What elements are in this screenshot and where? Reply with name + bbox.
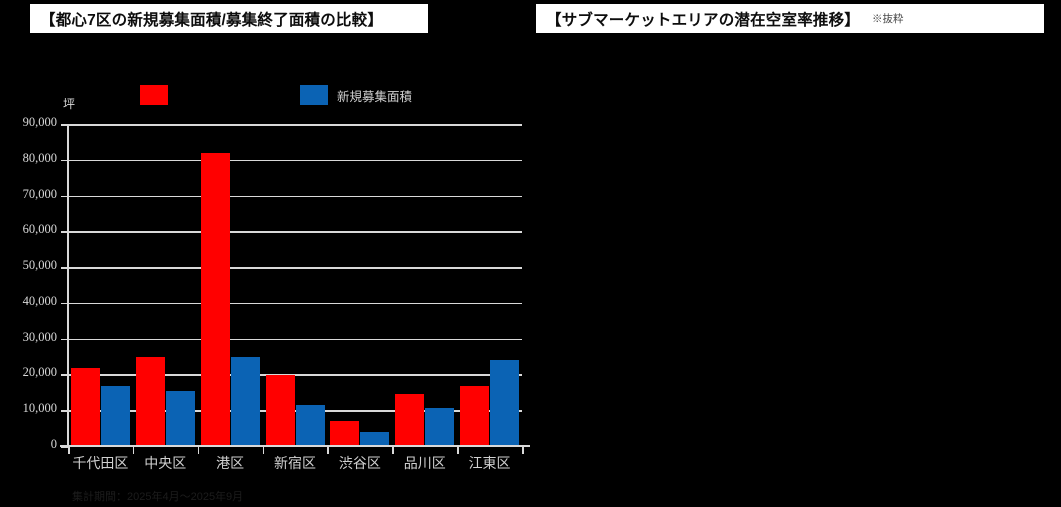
- bar-chart-y-tick: [61, 195, 68, 198]
- bar-chart-y-tick: [61, 267, 68, 269]
- bar-chart-y-tick: [61, 159, 68, 162]
- bar-chart-y-tick-label: 90,000: [22, 115, 57, 129]
- bar-chart-gridline: [68, 302, 522, 305]
- bar-chart-gridline: [68, 124, 522, 126]
- bar-chart-x-category-label: 中央区: [144, 455, 187, 471]
- bar-chart-y-tick: [61, 124, 68, 126]
- bar-chart-bar: [70, 368, 100, 446]
- bar-chart-y-tick: [61, 374, 68, 376]
- bar-chart-panel: 坪 新規募集面積 集計期間：2025年4月～2025年9月 90,000 80,0…: [0, 33, 535, 507]
- bar-legend-swatch-icon: [300, 85, 328, 105]
- bar-chart-x-tick: [522, 447, 524, 454]
- bar-chart-plot-area: [68, 124, 522, 446]
- bar-chart-x-category-label: 港区: [216, 455, 245, 471]
- bar-chart-y-tick-label: 0: [50, 437, 57, 451]
- bar-chart-x-tick: [392, 447, 394, 454]
- line-chart-title-band: 【サブマーケットエリアの潜在空室率推移】 ※抜粋: [536, 4, 1044, 33]
- bar-chart-y-tick-label: 30,000: [22, 329, 57, 344]
- bar-chart-y-tick-label: 70,000: [22, 186, 57, 201]
- bar-chart-x-tick: [132, 447, 135, 454]
- bar-chart-y-tick: [61, 338, 68, 341]
- bar-chart-bar: [360, 431, 390, 446]
- bar-chart-title-band: 【都心7区の新規募集面積/募集終了面積の比較】: [30, 4, 428, 33]
- bar-chart-gridline: [68, 195, 522, 198]
- bar-chart-footnote: 集計期間：2025年4月～2025年9月: [72, 491, 244, 503]
- bar-chart-bar: [265, 375, 295, 446]
- bar-chart-y-tick-label: 40,000: [22, 293, 57, 308]
- bar-chart-x-category-label: 江東区: [468, 455, 511, 471]
- line-chart-title-note: ※抜粋: [872, 13, 904, 25]
- bar-chart-gridline: [68, 231, 522, 233]
- bar-chart-y-tick-label: 80,000: [22, 150, 57, 165]
- bar-chart-gridline: [68, 338, 522, 341]
- bar-chart-bar: [460, 385, 490, 446]
- bar-chart-bar: [230, 356, 260, 446]
- line-chart-panel: 大丸有・内幸町八重洲・京橋・日本橋新橋・虎ノ門・汐留六本木・赤坂西新宿渋谷駅周辺…: [536, 33, 1061, 507]
- bar-chart-y-tick-label: 60,000: [22, 222, 57, 237]
- bar-chart-bar: [330, 420, 360, 446]
- bar-legend-swatch-icon: [140, 85, 168, 105]
- bar-chart-bar: [425, 408, 455, 446]
- bar-chart-y-tick-label: 20,000: [22, 365, 57, 380]
- bar-chart-x-category-label: 新宿区: [273, 455, 316, 471]
- bar-chart-gridline: [68, 159, 522, 162]
- bar-chart-y-tick-label: 10,000: [22, 401, 57, 416]
- bar-chart-x-tick: [68, 447, 70, 454]
- bar-chart-x-axis-line: [60, 445, 530, 448]
- bar-chart-x-category-label: 品川区: [403, 455, 446, 471]
- bar-chart-gridline: [68, 374, 522, 376]
- bar-chart-y-tick: [61, 446, 68, 448]
- line-chart-title: 【サブマーケットエリアの潜在空室率推移】: [546, 11, 861, 29]
- bar-chart-bar: [100, 386, 130, 446]
- bar-chart-x-tick: [457, 447, 459, 454]
- bar-legend-item: [140, 85, 177, 105]
- bar-chart-bar: [395, 393, 425, 446]
- bar-chart-bar: [490, 360, 520, 446]
- bar-chart-legend: 新規募集面積: [140, 85, 460, 109]
- bar-chart-y-tick-label: 50,000: [22, 258, 57, 273]
- bar-chart-y-tick: [61, 302, 68, 305]
- bar-chart-y-tick: [61, 410, 68, 412]
- bar-legend-item: 新規募集面積: [300, 85, 412, 105]
- bar-chart-x-tick: [327, 447, 329, 454]
- bar-chart-title: 【都心7区の新規募集面積/募集終了面積の比較】: [40, 11, 384, 29]
- bar-chart-x-tick: [262, 447, 265, 454]
- bar-chart-y-tick: [61, 231, 68, 233]
- bar-chart-bar: [200, 153, 230, 446]
- bar-legend-label: 新規募集面積: [337, 89, 413, 104]
- bar-chart-bar: [295, 405, 325, 446]
- bar-chart-bar: [165, 390, 195, 446]
- bar-chart-unit-label: 坪: [63, 97, 76, 111]
- bar-chart-x-category-label: 渋谷区: [338, 455, 381, 471]
- bar-chart-y-axis-line: [67, 124, 69, 447]
- bar-chart-gridline: [68, 410, 522, 412]
- bar-chart-gridline: [68, 267, 522, 269]
- bar-chart-bar: [135, 357, 165, 446]
- bar-chart-x-category-label: 千代田区: [72, 455, 129, 471]
- bar-chart-x-tick: [197, 447, 200, 454]
